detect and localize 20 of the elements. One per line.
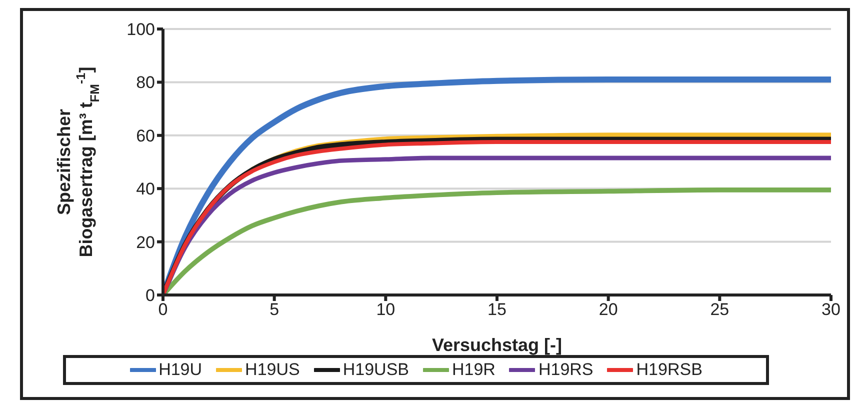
x-tick-label: 10 <box>376 300 396 320</box>
legend-label: H19RSB <box>635 360 702 380</box>
legend-label: H19R <box>451 360 496 380</box>
x-axis-title: Versuchstag [-] <box>432 335 562 355</box>
x-tick-label: 5 <box>270 300 280 320</box>
x-tick-label: 15 <box>488 300 506 320</box>
y-tick-label: 80 <box>136 73 155 92</box>
y-tick-label: 100 <box>126 20 155 40</box>
legend-label: H19U <box>158 360 202 380</box>
x-tick-label: 25 <box>710 300 730 320</box>
x-tick-label: 30 <box>822 300 840 320</box>
y-tick-label: 60 <box>136 126 155 146</box>
legend-label: H19USB <box>342 360 409 380</box>
x-tick-label: 20 <box>598 300 618 320</box>
x-tick-label: 0 <box>158 300 168 320</box>
legend-label: H19RS <box>537 360 594 380</box>
legend-label: H19US <box>244 360 300 380</box>
y-tick-label: 0 <box>146 286 155 306</box>
y-tick-label: 20 <box>136 232 155 252</box>
y-tick-label: 40 <box>136 180 155 199</box>
